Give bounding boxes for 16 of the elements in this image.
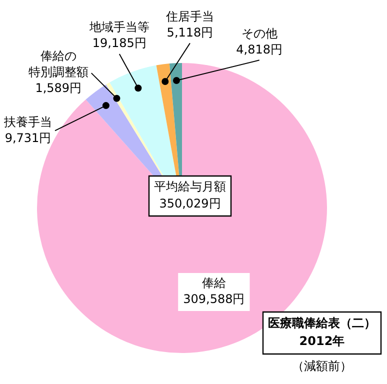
text: （減額前）	[292, 359, 352, 374]
data-label: 309,588円	[183, 292, 245, 306]
slice-label: その他	[241, 26, 278, 40]
data-label: 9,731円	[4, 130, 52, 145]
slice-label: 地域手当等	[88, 20, 150, 34]
text: 医療職俸給表（二）	[268, 316, 376, 330]
text: 2012年	[299, 334, 345, 348]
data-label: 4,818円	[236, 42, 283, 56]
slice-label: 住居手当	[164, 9, 214, 24]
data-label: 19,185円	[92, 36, 146, 50]
slice-label: 扶養手当	[3, 114, 52, 129]
slice-label: 俸給の特別調整額	[28, 49, 88, 80]
data-label: 1,589円	[35, 81, 82, 96]
slice-label: 俸給	[202, 276, 226, 290]
text: 平均給与月額 350,029円	[154, 180, 226, 211]
data-label: 5,118円	[166, 25, 214, 40]
